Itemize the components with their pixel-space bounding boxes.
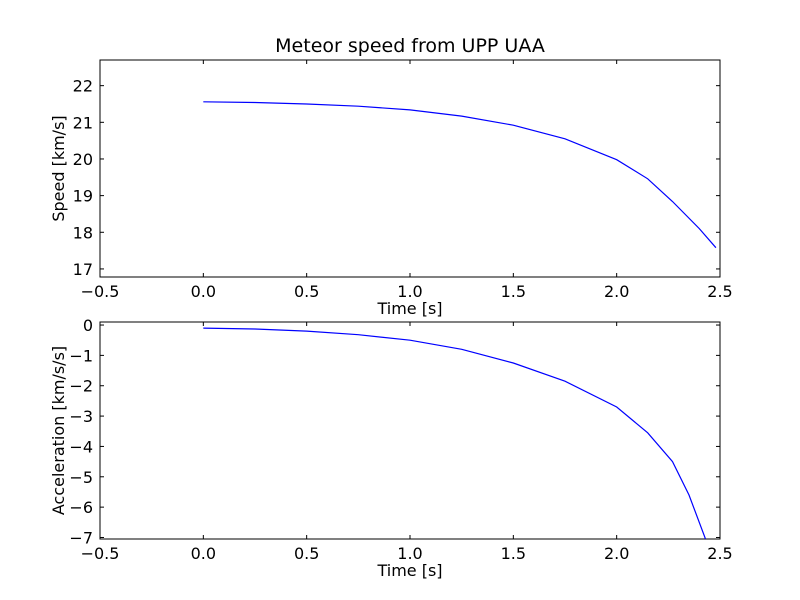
acceleration-xtick-label: 1.5 — [501, 544, 526, 563]
speed-xtick-label: 1.5 — [501, 282, 526, 301]
speed-ytick-label: 19 — [73, 187, 93, 206]
acceleration-ytick-label: −7 — [69, 528, 93, 547]
speed-ytick-label: 17 — [73, 260, 93, 279]
speed-ytick-label: 21 — [73, 113, 93, 132]
speed-xtick-label: 2.0 — [604, 282, 629, 301]
acceleration-xtick-label: 1.0 — [397, 544, 422, 563]
acceleration-axes-frame — [99, 321, 721, 540]
speed-ytick-label: 20 — [73, 150, 93, 169]
acceleration-ytick-label: −4 — [69, 437, 93, 456]
speed-series-line — [203, 101, 717, 249]
speed-ytick-label: 18 — [73, 223, 93, 242]
acceleration-series-line — [203, 327, 707, 539]
acceleration-ytick-label: −1 — [69, 346, 93, 365]
acceleration-xtick-label: 2.0 — [604, 544, 629, 563]
acceleration-ytick-label: 0 — [83, 316, 93, 335]
speed-xtick-label: 2.5 — [707, 282, 732, 301]
speed-xtick-label: 0.5 — [294, 282, 319, 301]
speed-xtick-label: −0.5 — [81, 282, 120, 301]
acceleration-xlabel: Time [s] — [376, 561, 442, 580]
speed-chart-title: Meteor speed from UPP UAA — [275, 35, 545, 57]
speed-ytick-label: 22 — [73, 77, 93, 96]
acceleration-ytick-label: −3 — [69, 407, 93, 426]
acceleration-subplot: −0.5 0.0 0.5 1.0 1.5 2.0 2.5 0 −1 −2 −3 −4 −5 −6 −7 Tim… — [49, 316, 733, 580]
speed-ylabel: Speed [km/s] — [49, 115, 68, 221]
acceleration-xtick-label: 0.0 — [191, 544, 216, 563]
speed-xtick-label: 1.0 — [397, 282, 422, 301]
acceleration-xtick-label: 2.5 — [707, 544, 732, 563]
acceleration-ytick-label: −5 — [69, 468, 93, 487]
acceleration-ytick-label: −2 — [69, 377, 93, 396]
speed-xtick-label: 0.0 — [191, 282, 216, 301]
speed-axes-frame — [99, 59, 721, 278]
acceleration-xtick-label: −0.5 — [81, 544, 120, 563]
acceleration-ylabel: Acceleration [km/s/s] — [49, 346, 68, 515]
speed-xlabel: Time [s] — [376, 299, 442, 318]
acceleration-xtick-label: 0.5 — [294, 544, 319, 563]
acceleration-ytick-label: −6 — [69, 498, 93, 517]
speed-subplot: −0.5 0.0 0.5 1.0 1.5 2.0 2.5 17 18 19 20 21 22 Time [… — [49, 35, 733, 318]
